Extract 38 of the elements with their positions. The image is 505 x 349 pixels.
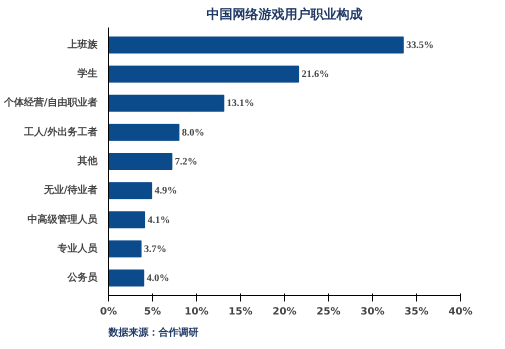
bar <box>108 36 404 54</box>
x-tick-label: 5% <box>144 306 161 318</box>
y-tick-label: 其他 <box>76 155 98 167</box>
data-label: 8.0% <box>182 127 204 138</box>
bar <box>108 66 300 83</box>
bar <box>108 152 172 170</box>
bar <box>108 211 146 228</box>
y-tick-label: 中高级管理人员 <box>28 213 98 226</box>
y-tick-label: 无业/待业者 <box>42 184 98 196</box>
y-tick-label: 上班族 <box>66 38 98 50</box>
data-label: 4.9% <box>154 186 178 197</box>
source-note: 数据来源：合作调研 <box>108 326 198 338</box>
y-tick-label: 工人/外出务工者 <box>22 126 98 138</box>
y-tick-label: 学生 <box>78 68 98 80</box>
data-label: 21.6% <box>302 69 330 80</box>
bar <box>108 270 144 287</box>
x-tick-label: 25% <box>316 306 340 318</box>
data-label: 33.5% <box>406 40 434 51</box>
x-tick-label: 20% <box>272 306 296 318</box>
data-label: 3.7% <box>144 244 167 255</box>
data-label: 4.1% <box>148 214 170 226</box>
data-label: 7.2% <box>174 156 198 168</box>
x-tick-label: 35% <box>404 306 428 318</box>
y-tick-label: 专业人员 <box>56 242 98 254</box>
x-tick-label: 40% <box>448 306 472 318</box>
x-tick-label: 30% <box>360 306 384 318</box>
data-label: 13.1% <box>226 98 254 110</box>
chart-title: 中国网络游戏用户职业构成 <box>206 6 362 22</box>
bar <box>108 124 180 141</box>
x-tick-label: 10% <box>184 306 208 318</box>
bar <box>108 182 152 200</box>
bar <box>108 240 142 258</box>
bar <box>108 94 224 112</box>
x-tick-label: 0% <box>100 306 117 318</box>
y-tick-label: 公务员 <box>66 272 98 284</box>
x-tick-label: 15% <box>228 306 252 318</box>
data-label: 4.0% <box>146 273 170 284</box>
y-tick-label: 个体经营/自由职业者 <box>2 96 98 109</box>
